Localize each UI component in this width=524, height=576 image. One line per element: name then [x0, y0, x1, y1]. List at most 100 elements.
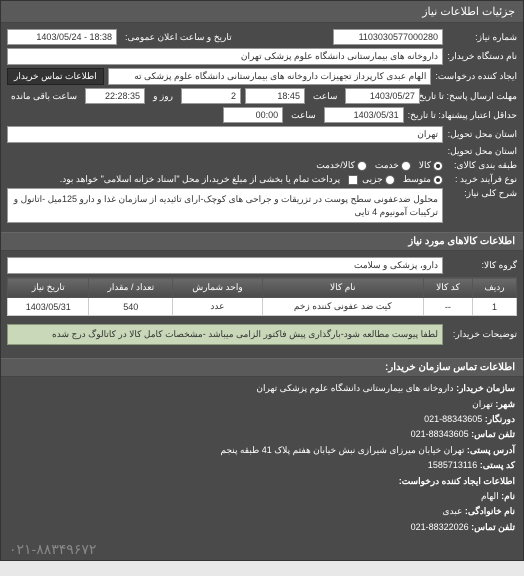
col-name: نام کالا: [262, 278, 423, 298]
watermark: ۰۲۱-۸۸۳۴۹۶۷۲: [1, 539, 523, 560]
time-label-2: ساعت: [287, 110, 320, 121]
info-creator-title: اطلاعات ایجاد کننده درخواست:: [9, 474, 515, 488]
col-code: کد کالا: [423, 278, 472, 298]
offer-validity-label: حداقل اعتبار پیشنهاد: تا تاریخ:: [408, 110, 517, 121]
days-remaining-value: 2: [181, 88, 241, 104]
time-remaining-value: 22:28:35: [85, 88, 145, 104]
buyer-device-value: داروخانه های بیمارستانی دانشگاه علوم پزش…: [7, 48, 443, 65]
row-buyer-notes: توضیحات خریدار: لطفا پیوست مطالعه شود-با…: [7, 320, 517, 349]
family-label: نام خانوادگی:: [465, 506, 515, 516]
package-radio-group: کالا خدمت کالا/خدمت: [316, 160, 443, 171]
fax-label: دورنگار:: [485, 414, 515, 424]
info-postal: کد پستی: 1585713116: [9, 458, 515, 472]
description-value: محلول ضدعفونی سطح پوست در تزریقات و جراح…: [7, 188, 443, 223]
buyer-notes-label: توضیحات خریدار:: [447, 329, 517, 340]
radio-avg[interactable]: متوسط: [403, 174, 443, 185]
info-phone: تلفن تماس: 88343605-021: [9, 427, 515, 441]
contact-buyer-button[interactable]: اطلاعات تماس خریدار: [7, 68, 104, 85]
city-label: شهر:: [495, 399, 515, 409]
address-value: تهران خیابان میرزای شیرازی نبش خیابان هف…: [220, 445, 464, 455]
row-package-type: طبقه بندی کالای: کالا خدمت کالا/خدمت: [7, 160, 517, 171]
payment-checkbox[interactable]: [348, 175, 358, 185]
row-purchase-type: نوع فرآیند خرید : متوسط جزیی پرداخت تمام…: [7, 174, 517, 185]
phone-value: 88343605-021: [411, 429, 469, 439]
table-row: 1 -- کیت ضد عفونی کننده زخم عدد 540 1403…: [8, 298, 517, 316]
creator-value: الهام عبدی کارپرداز تجهیزات داروخانه های…: [108, 68, 432, 85]
description-label: شرح کلی نیاز:: [447, 188, 517, 199]
family-value: عبدی: [443, 506, 463, 516]
table-header-row: ردیف کد کالا نام کالا واحد شمارش تعداد /…: [8, 278, 517, 298]
location-label: استان محل تحویل:: [447, 129, 517, 140]
row-buyer-device: نام دستگاه خریدار: داروخانه های بیمارستا…: [7, 48, 517, 65]
row-description: شرح کلی نیاز: محلول ضدعفونی سطح پوست در …: [7, 188, 517, 223]
public-date-value: 18:38 - 1403/05/24: [7, 29, 117, 45]
cell-unit: عدد: [173, 298, 263, 316]
contact-phone-label: تلفن تماس:: [471, 522, 515, 532]
creator-title: اطلاعات ایجاد کننده درخواست:: [399, 476, 515, 486]
public-date-label: تاریخ و ساعت اعلان عمومی:: [121, 32, 236, 43]
goods-group-label: گروه کالا:: [447, 260, 517, 271]
days-label: روز و: [149, 91, 177, 102]
cell-row: 1: [473, 298, 517, 316]
col-date: تاریخ نیاز: [8, 278, 89, 298]
creator-label: ایجاد کننده درخواست:: [435, 71, 517, 82]
location-value: تهران: [7, 126, 443, 143]
goods-table: ردیف کد کالا نام کالا واحد شمارش تعداد /…: [7, 277, 517, 316]
col-unit: واحد شمارش: [173, 278, 263, 298]
col-qty: تعداد / مقدار: [89, 278, 173, 298]
radio-service-circle: [401, 161, 411, 171]
info-address: آدرس پستی: تهران خیابان میرزای شیرازی نب…: [9, 443, 515, 457]
package-type-label: طبقه بندی کالای:: [447, 160, 517, 171]
offer-time-value: 00:00: [223, 107, 283, 123]
info-fax: دورنگار: 88343605-021: [9, 412, 515, 426]
info-city: شهر: تهران: [9, 397, 515, 411]
phone-label: تلفن تماس:: [471, 429, 515, 439]
row-request-number: شماره نیاز: 1103030577000280 تاریخ و ساع…: [7, 29, 517, 45]
col-row: ردیف: [473, 278, 517, 298]
info-family: نام خانوادگی: عبدی: [9, 504, 515, 518]
remaining-label: ساعت باقی مانده: [7, 91, 81, 102]
radio-all[interactable]: کالا: [419, 160, 443, 171]
org-label: سازمان خریدار:: [456, 383, 515, 393]
row-offer-validity: حداقل اعتبار پیشنهاد: تا تاریخ: 1403/05/…: [7, 107, 517, 123]
radio-all-circle: [433, 161, 443, 171]
header-bar: جزئیات اطلاعات نیاز: [1, 1, 523, 23]
time-label-1: ساعت: [309, 91, 342, 102]
goods-group-value: دارو، پزشکی و سلامت: [7, 257, 443, 274]
province-label: استان محل تحویل:: [447, 146, 517, 157]
request-number-label: شماره نیاز:: [447, 32, 517, 43]
fax-value: 88343605-021: [424, 414, 482, 424]
postal-label: کد پستی:: [480, 460, 515, 470]
form-section: شماره نیاز: 1103030577000280 تاریخ و ساع…: [1, 23, 523, 232]
contact-info-section: سازمان خریدار: داروخانه های بیمارستانی د…: [1, 377, 523, 539]
offer-date-value: 1403/05/31: [324, 107, 404, 123]
radio-service[interactable]: خدمت: [375, 160, 411, 171]
cell-name: کیت ضد عفونی کننده زخم: [262, 298, 423, 316]
row-province: استان محل تحویل:: [7, 146, 517, 157]
radio-both-label: کالا/خدمت: [316, 160, 355, 171]
city-value: تهران: [472, 399, 493, 409]
purchase-radio-group: متوسط جزیی: [362, 174, 443, 185]
radio-avg-circle: [433, 175, 443, 185]
radio-partial-circle: [385, 175, 395, 185]
radio-both-circle: [357, 161, 367, 171]
payment-note: پرداخت تمام یا بخشی از مبلغ خرید،از محل …: [56, 174, 344, 185]
row-reply-deadline: مهلت ارسال پاسخ: تا تاریخ: 1403/05/27 سا…: [7, 88, 517, 104]
cell-date: 1403/05/31: [8, 298, 89, 316]
info-org: سازمان خریدار: داروخانه های بیمارستانی د…: [9, 381, 515, 395]
name-label: نام:: [501, 491, 515, 501]
radio-both[interactable]: کالا/خدمت: [316, 160, 367, 171]
header-title: جزئیات اطلاعات نیاز: [422, 6, 515, 18]
radio-avg-label: متوسط: [403, 174, 431, 185]
cell-qty: 540: [89, 298, 173, 316]
org-value: داروخانه های بیمارستانی دانشگاه علوم پزش…: [256, 383, 453, 393]
buyer-device-label: نام دستگاه خریدار:: [447, 51, 517, 62]
radio-service-label: خدمت: [375, 160, 399, 171]
reply-time-value: 18:45: [245, 88, 305, 104]
row-goods-group: گروه کالا: دارو، پزشکی و سلامت: [7, 257, 517, 274]
cell-code: --: [423, 298, 472, 316]
info-contact-phone: تلفن تماس: 88322026-021: [9, 520, 515, 534]
reply-deadline-label: مهلت ارسال پاسخ: تا تاریخ:: [424, 91, 517, 102]
buyer-notes-text: لطفا پیوست مطالعه شود-بارگذاری پیش فاکتو…: [7, 324, 443, 345]
radio-partial[interactable]: جزیی: [362, 174, 395, 185]
